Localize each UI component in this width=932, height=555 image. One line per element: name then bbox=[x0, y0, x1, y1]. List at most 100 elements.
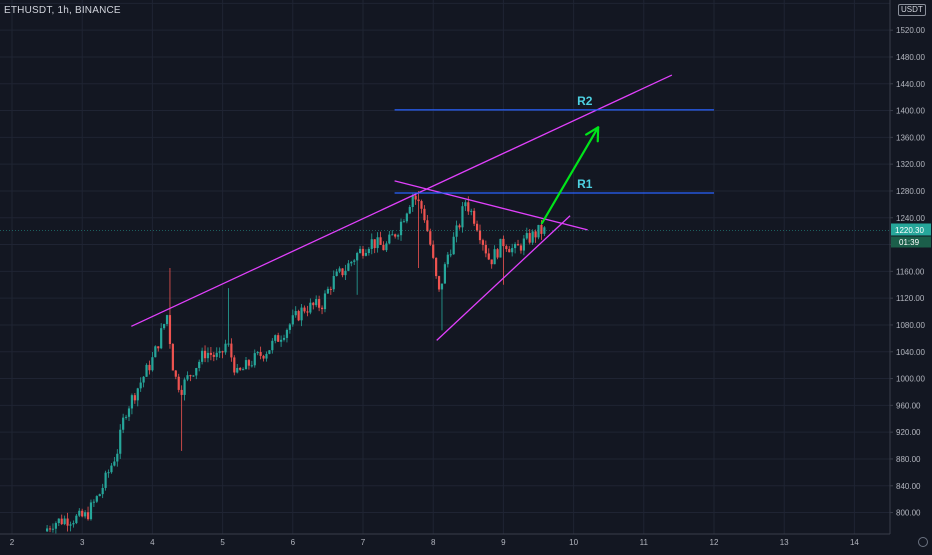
candle bbox=[367, 247, 370, 256]
candle bbox=[470, 208, 473, 216]
candle-body bbox=[496, 249, 499, 258]
candle-body bbox=[443, 264, 446, 284]
candle bbox=[274, 334, 277, 344]
candle bbox=[335, 268, 338, 277]
candle bbox=[382, 241, 385, 251]
candle bbox=[154, 345, 157, 358]
candle bbox=[531, 229, 534, 245]
candle bbox=[303, 305, 306, 314]
candle bbox=[174, 369, 177, 380]
candle-body bbox=[63, 518, 66, 525]
time-tick-label: 5 bbox=[220, 538, 225, 547]
candle-body bbox=[247, 360, 251, 366]
candle bbox=[508, 246, 511, 253]
candle-body bbox=[218, 351, 221, 353]
candle bbox=[370, 233, 373, 255]
candle-body bbox=[394, 234, 397, 237]
price-tick-label: 1080.00 bbox=[896, 321, 925, 330]
candle bbox=[353, 258, 356, 266]
candle-body bbox=[277, 335, 280, 342]
candle bbox=[423, 205, 426, 223]
candle-body bbox=[388, 234, 391, 244]
candle-body bbox=[531, 231, 534, 243]
candle bbox=[104, 470, 107, 491]
candle-body bbox=[116, 453, 119, 462]
candle bbox=[358, 245, 362, 254]
candle bbox=[215, 347, 218, 361]
candle-body bbox=[66, 518, 69, 526]
candle bbox=[420, 199, 423, 214]
settings-icon[interactable] bbox=[918, 537, 928, 547]
candle-body bbox=[405, 213, 408, 222]
candle-body bbox=[344, 270, 347, 276]
candle bbox=[443, 262, 446, 284]
candle-body bbox=[519, 245, 523, 251]
candle-body bbox=[332, 275, 335, 290]
candle-body bbox=[408, 206, 411, 214]
candle bbox=[449, 249, 452, 258]
time-tick-label: 9 bbox=[501, 538, 506, 547]
candle bbox=[399, 218, 403, 241]
candle bbox=[63, 515, 66, 526]
candle bbox=[201, 347, 204, 365]
candle bbox=[89, 499, 93, 521]
candle-body bbox=[262, 355, 265, 359]
candle-body bbox=[300, 307, 303, 321]
candle bbox=[177, 373, 180, 393]
time-tick-label: 8 bbox=[431, 538, 436, 547]
candle-body bbox=[350, 261, 353, 264]
candle-body bbox=[78, 510, 81, 516]
candle-body bbox=[206, 352, 210, 359]
candle-body bbox=[139, 382, 142, 389]
candle bbox=[511, 243, 514, 257]
candle-body bbox=[303, 307, 306, 312]
candle bbox=[519, 243, 523, 254]
candle bbox=[282, 334, 286, 342]
candle bbox=[323, 290, 327, 313]
candle bbox=[241, 367, 245, 371]
candle-body bbox=[379, 237, 382, 245]
candle bbox=[452, 232, 455, 255]
candle bbox=[288, 323, 291, 334]
candle-body bbox=[323, 293, 327, 310]
candle-body bbox=[133, 395, 136, 401]
candle-body bbox=[48, 528, 52, 530]
candle-body bbox=[326, 288, 329, 294]
candle bbox=[426, 215, 429, 232]
candle bbox=[300, 304, 303, 327]
price-tick-label: 1440.00 bbox=[896, 80, 925, 89]
candle-body bbox=[148, 364, 151, 371]
candle bbox=[46, 525, 49, 533]
candle-body bbox=[487, 253, 490, 260]
candle bbox=[142, 376, 145, 388]
candle-body bbox=[514, 244, 517, 249]
candle-body bbox=[358, 248, 362, 254]
candle bbox=[356, 251, 359, 295]
candle-body bbox=[127, 408, 131, 417]
candle-body bbox=[130, 395, 134, 409]
candle-body bbox=[315, 299, 318, 306]
candle bbox=[402, 219, 406, 223]
candle bbox=[294, 306, 297, 318]
candle-body bbox=[361, 248, 365, 256]
candle-body bbox=[280, 339, 283, 342]
candle-body bbox=[265, 353, 268, 359]
price-tick-label: 880.00 bbox=[896, 455, 921, 464]
time-tick-label: 7 bbox=[361, 538, 366, 547]
candle bbox=[361, 245, 365, 259]
candle bbox=[145, 363, 148, 377]
candle bbox=[309, 298, 312, 315]
candle-body bbox=[274, 335, 277, 341]
candle bbox=[253, 349, 256, 368]
candle-body bbox=[203, 350, 207, 359]
price-tick-label: 1280.00 bbox=[896, 187, 925, 196]
channel-lower-line bbox=[436, 215, 571, 341]
currency-badge[interactable]: USDT bbox=[898, 4, 926, 16]
candle-body bbox=[241, 369, 245, 371]
candle bbox=[78, 508, 81, 518]
candle-body bbox=[502, 238, 505, 247]
candle bbox=[543, 226, 546, 236]
